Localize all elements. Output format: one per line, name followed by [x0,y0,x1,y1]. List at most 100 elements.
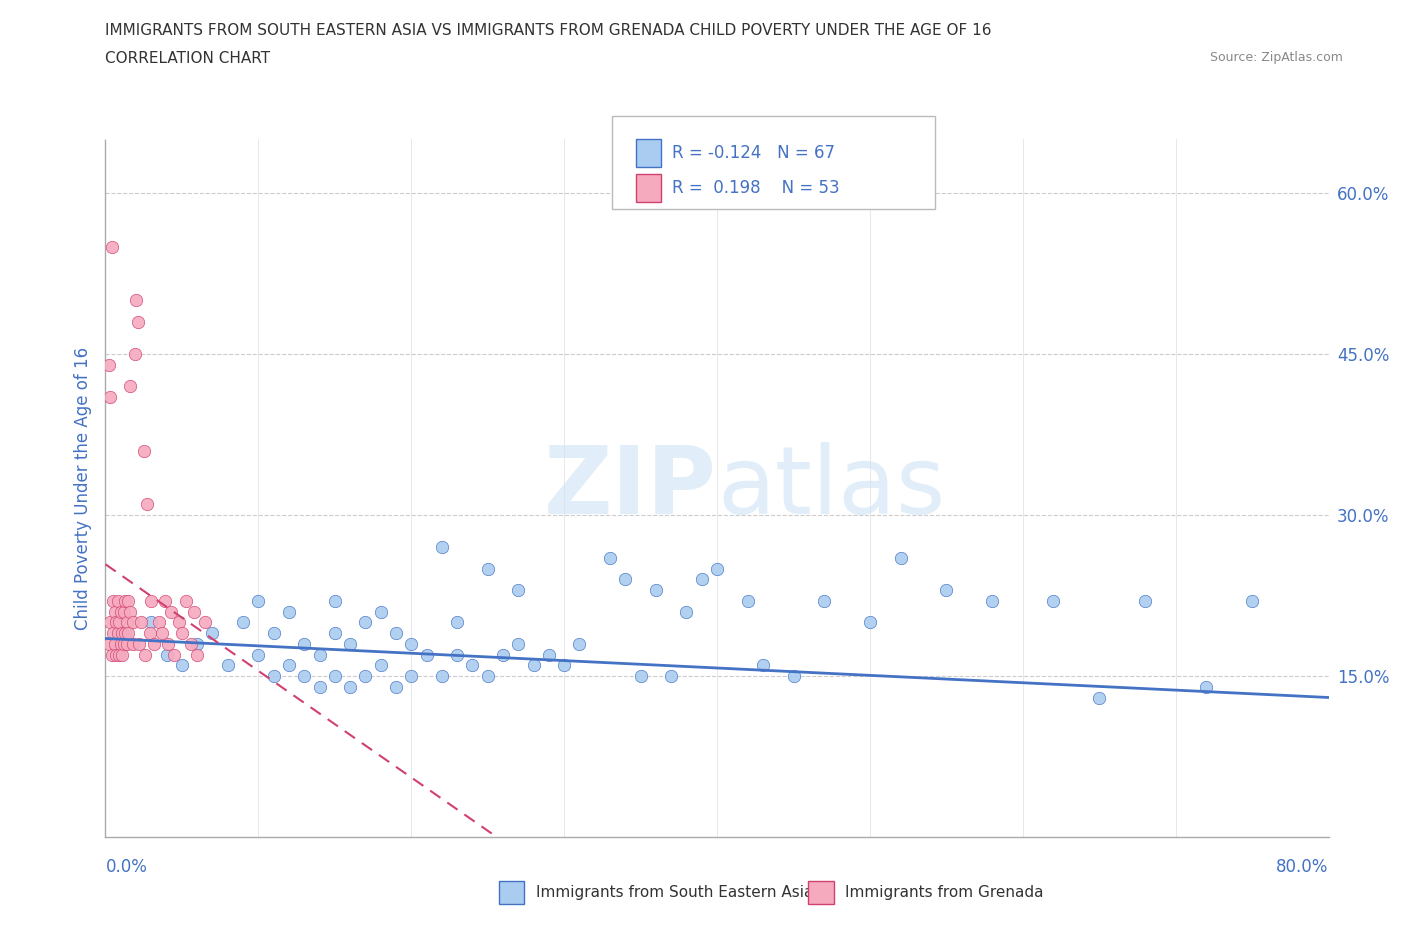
Point [1241,593,1264,608]
Point [675,604,697,619]
Point [477,562,499,577]
Point [129,615,152,630]
Point [148,615,170,630]
Point [98,390,121,405]
Point [105,615,128,630]
Point [160,604,183,619]
Point [217,658,239,672]
Point [101,626,124,641]
Point [170,658,193,672]
Text: R = -0.124   N = 67: R = -0.124 N = 67 [672,144,835,162]
Point [111,647,134,662]
Point [278,604,301,619]
Point [201,626,224,641]
Point [370,604,392,619]
Point [128,636,150,651]
Point [935,583,957,598]
Text: R =  0.198    N = 53: R = 0.198 N = 53 [672,179,839,197]
Text: Immigrants from Grenada: Immigrants from Grenada [845,885,1043,900]
Point [599,551,621,565]
Point [568,636,591,651]
Text: atlas: atlas [717,443,945,534]
Point [415,647,437,662]
Point [143,636,166,651]
Point [110,604,132,619]
Point [430,539,453,554]
Text: ZIP: ZIP [544,443,717,534]
Point [112,604,135,619]
Point [263,669,285,684]
Point [107,626,129,641]
Text: Source: ZipAtlas.com: Source: ZipAtlas.com [1209,51,1343,64]
Point [157,636,180,651]
Point [523,658,546,672]
Text: Immigrants from South Eastern Asia: Immigrants from South Eastern Asia [536,885,813,900]
Point [339,679,361,694]
Point [737,593,759,608]
Point [117,593,139,608]
Point [122,636,145,651]
Point [105,647,128,662]
Point [108,615,131,630]
Point [492,647,515,662]
Point [170,626,193,641]
Point [859,615,882,630]
Point [124,347,146,362]
Point [644,583,666,598]
Point [186,636,208,651]
Point [430,669,453,684]
Point [401,669,423,684]
Point [813,593,835,608]
Point [115,615,138,630]
Point [186,647,208,662]
Point [104,636,127,651]
Point [370,658,392,672]
Point [508,583,530,598]
Point [125,293,148,308]
Point [339,636,361,651]
Point [180,636,202,651]
Point [100,239,122,254]
Text: CORRELATION CHART: CORRELATION CHART [105,51,270,66]
Point [385,679,408,694]
Point [1088,690,1111,705]
Point [118,379,141,393]
Point [97,357,120,372]
Point [401,636,423,651]
Point [278,658,301,672]
Point [104,604,127,619]
Point [134,647,156,662]
Point [614,572,637,587]
Text: 0.0%: 0.0% [105,857,148,876]
Point [135,497,157,512]
Point [150,626,173,641]
Point [167,615,190,630]
Text: 80.0%: 80.0% [1277,857,1329,876]
Point [263,626,285,641]
Point [183,604,205,619]
Point [323,593,346,608]
Point [1195,679,1218,694]
Point [108,647,131,662]
Point [155,647,177,662]
Point [232,615,254,630]
Y-axis label: Child Poverty Under the Age of 16: Child Poverty Under the Age of 16 [73,347,91,630]
Point [141,593,163,608]
Point [115,636,138,651]
Point [112,636,135,651]
Point [122,615,145,630]
Point [114,593,136,608]
Point [141,615,163,630]
Point [247,647,270,662]
Point [97,636,120,651]
Point [706,562,728,577]
Point [1042,593,1064,608]
Point [477,669,499,684]
Point [292,669,315,684]
Point [782,669,804,684]
Point [889,551,911,565]
Point [118,604,141,619]
Point [110,636,132,651]
Point [323,626,346,641]
Point [100,647,122,662]
